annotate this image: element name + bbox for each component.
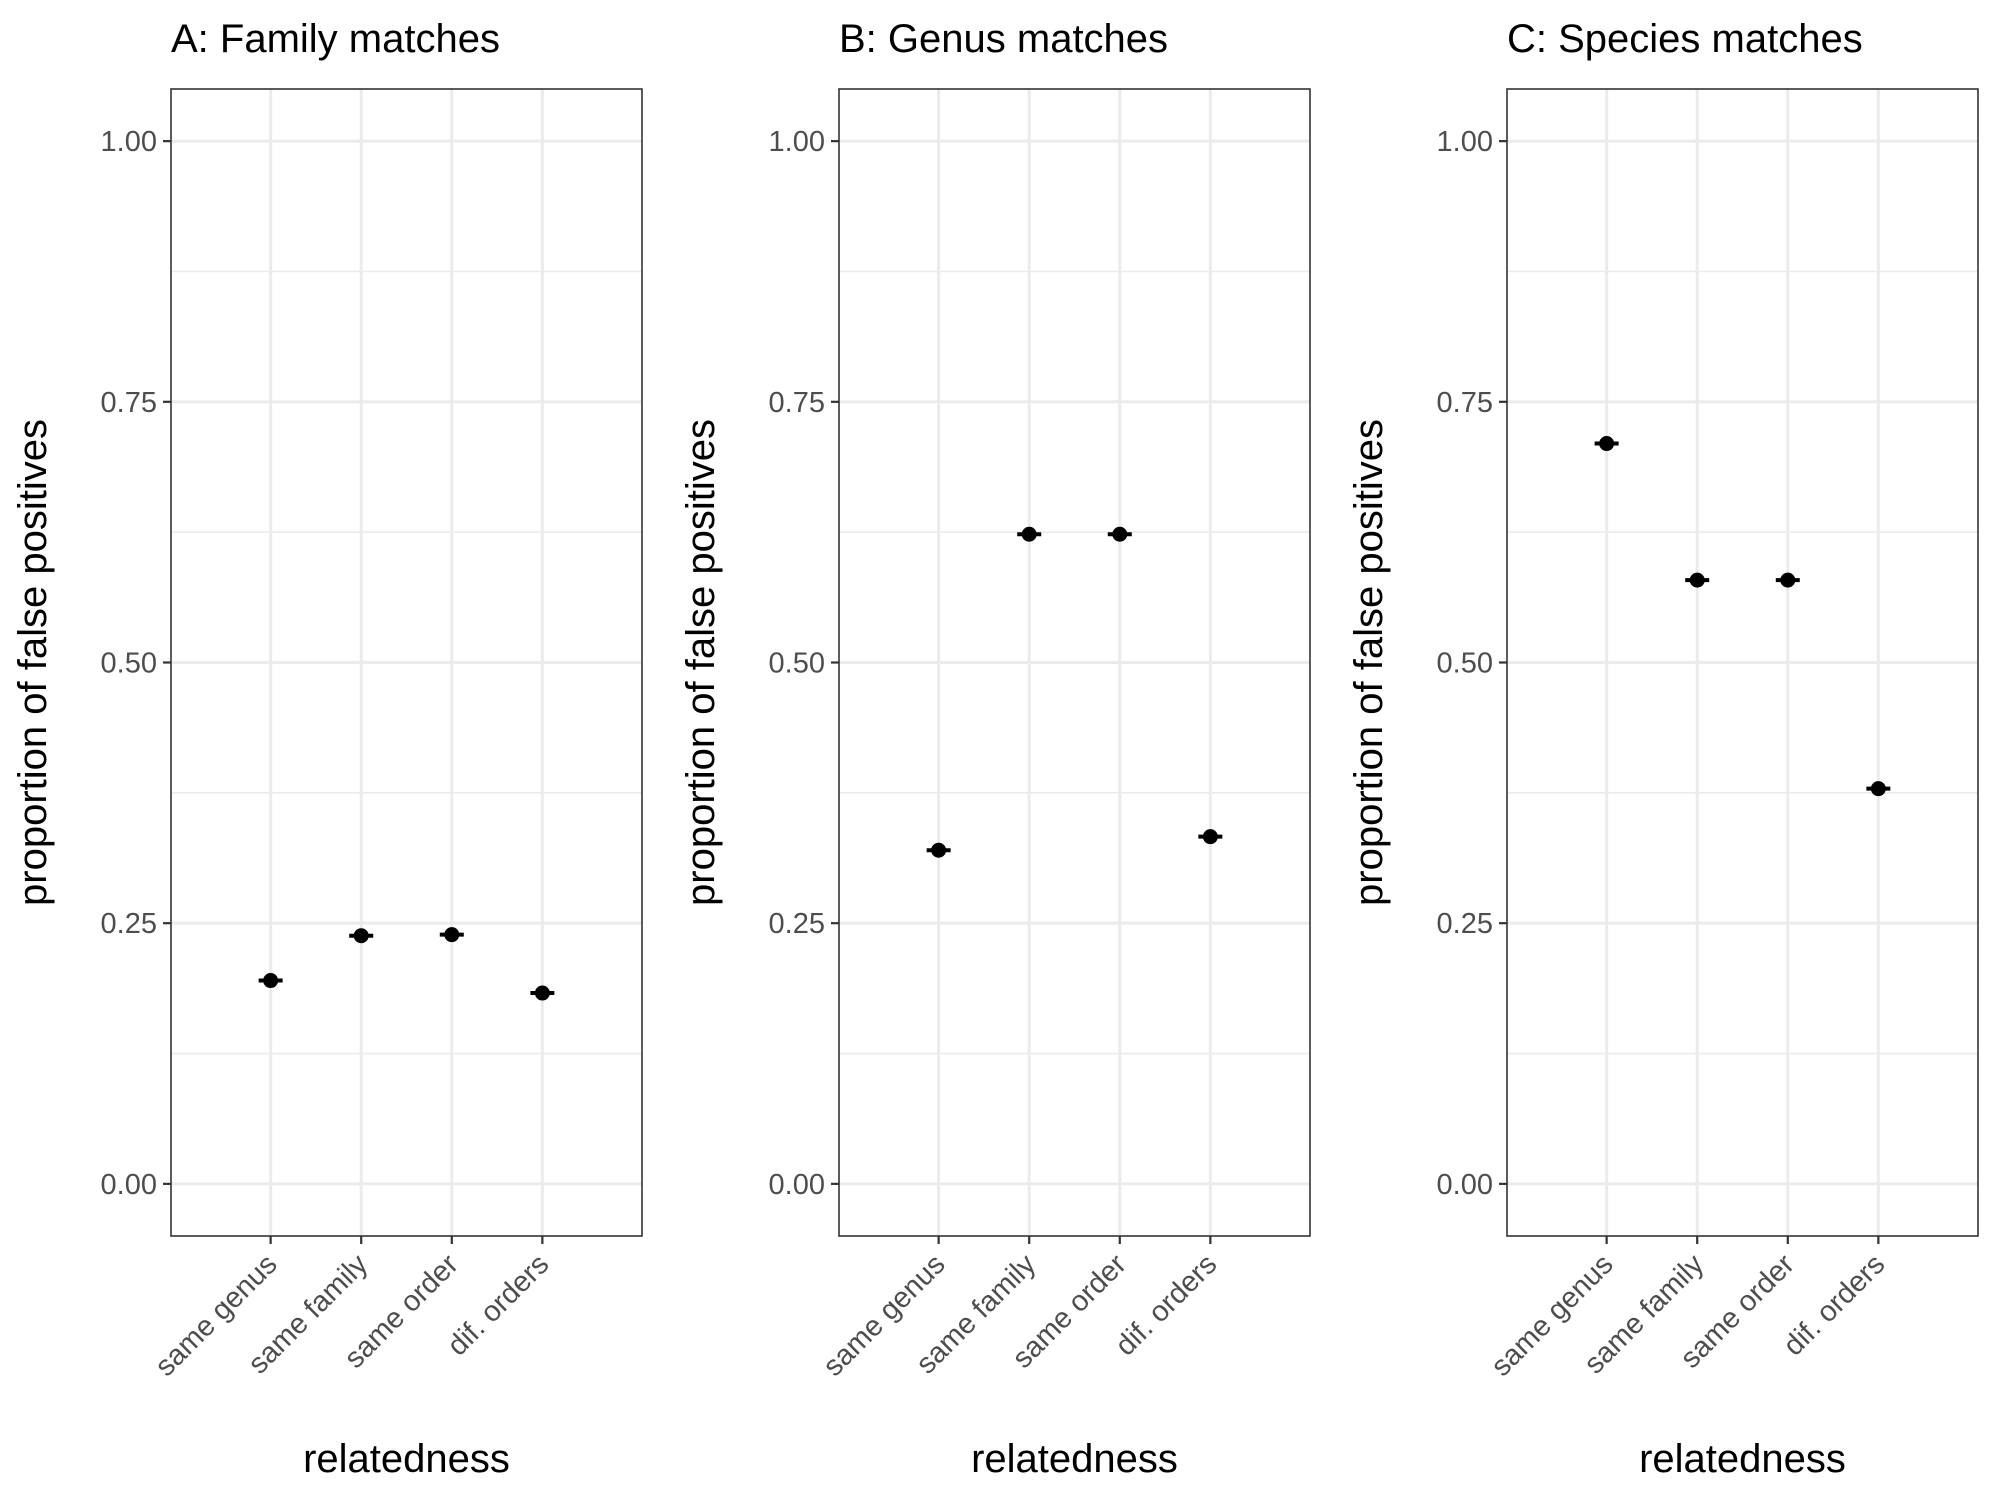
data-point — [1202, 829, 1218, 845]
data-point — [931, 842, 947, 858]
data-point — [534, 985, 550, 1001]
y-tick-label: 0.50 — [101, 648, 157, 680]
data-point — [1112, 526, 1128, 542]
data-point — [444, 927, 460, 943]
data-point — [1780, 572, 1796, 588]
x-axis-title: relatedness — [303, 1437, 510, 1481]
y-tick-label: 0.00 — [101, 1169, 157, 1201]
x-axis-title: relatedness — [971, 1437, 1178, 1481]
y-tick-label: 0.75 — [1437, 387, 1493, 419]
y-tick-label: 0.25 — [1437, 908, 1493, 940]
panel-title: A: Family matches — [171, 17, 500, 61]
y-tick-label: 1.00 — [101, 126, 157, 158]
y-tick-label: 0.25 — [769, 908, 825, 940]
y-tick-label: 0.75 — [769, 387, 825, 419]
panel-title: B: Genus matches — [839, 17, 1168, 61]
y-tick-label: 0.00 — [1437, 1169, 1493, 1201]
y-axis-title: proportion of false positives — [1347, 419, 1391, 906]
panel-title: C: Species matches — [1507, 17, 1863, 61]
data-point — [1870, 781, 1886, 797]
data-point — [1599, 436, 1615, 452]
data-point — [1689, 572, 1705, 588]
data-point — [263, 973, 279, 989]
y-tick-label: 1.00 — [769, 126, 825, 158]
y-tick-label: 0.25 — [101, 908, 157, 940]
y-tick-label: 1.00 — [1437, 126, 1493, 158]
y-tick-label: 0.75 — [101, 387, 157, 419]
x-axis-title: relatedness — [1639, 1437, 1846, 1481]
data-point — [353, 928, 369, 944]
y-tick-label: 0.50 — [769, 648, 825, 680]
y-tick-label: 0.00 — [769, 1169, 825, 1201]
y-tick-label: 0.50 — [1437, 648, 1493, 680]
y-axis-title: proportion of false positives — [679, 419, 723, 906]
y-axis-title: proportion of false positives — [11, 419, 55, 906]
data-point — [1021, 526, 1037, 542]
